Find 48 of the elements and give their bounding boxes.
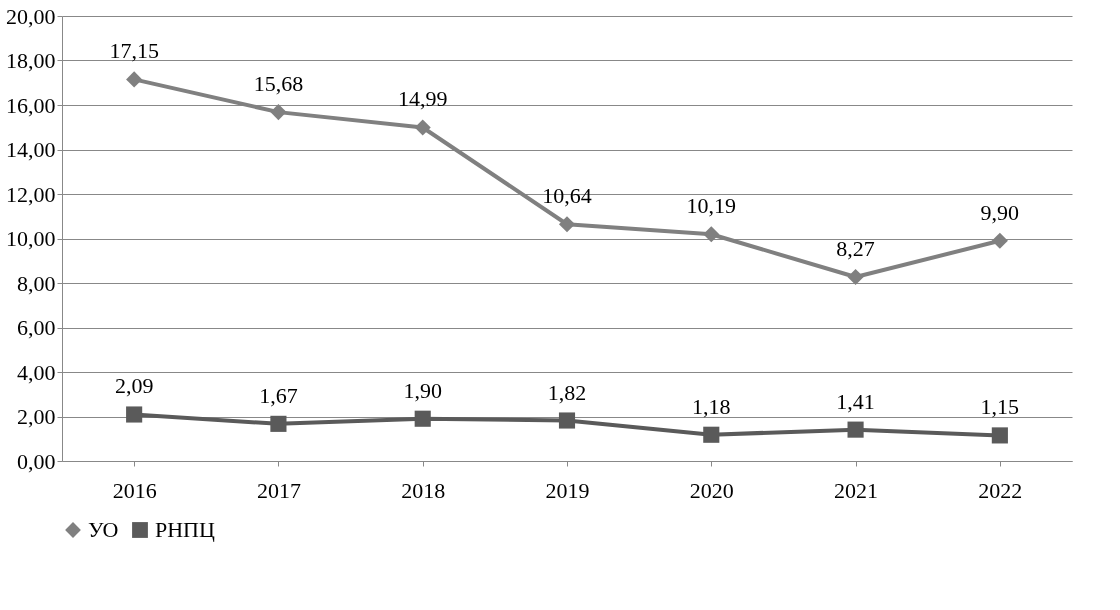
- x-tick-label: 2018: [401, 477, 446, 503]
- point: [414, 410, 431, 427]
- x-tick-label: 2017: [256, 477, 301, 503]
- data-label: 9,90: [980, 199, 1020, 225]
- y-tick-label: 10,00: [6, 226, 56, 251]
- x-tick-label: 2019: [545, 477, 590, 503]
- y-tick-label: 0,00: [17, 448, 56, 474]
- data-label: 1,67: [259, 382, 298, 408]
- point: [847, 268, 864, 286]
- y-tick-label: 8,00: [17, 270, 56, 296]
- point: [126, 71, 143, 88]
- y-tick-label: 18,00: [6, 48, 56, 73]
- y-tick-label: 14,00: [6, 137, 56, 162]
- x-tick-label: 2021: [834, 477, 879, 503]
- point: [703, 426, 720, 443]
- point: [414, 119, 431, 136]
- data-label: 15,68: [253, 71, 304, 97]
- point: [270, 104, 287, 121]
- point: [991, 427, 1008, 444]
- data-label: 10,19: [686, 193, 737, 219]
- y-tick-label: 12,00: [6, 181, 56, 207]
- y-tick-label: 16,00: [6, 92, 56, 118]
- point: [703, 226, 720, 243]
- y-tick-label: 2,00: [17, 404, 56, 429]
- point: [558, 412, 576, 429]
- x-tick-label: 2022: [978, 477, 1023, 503]
- data-label: 10,64: [542, 183, 592, 209]
- point: [126, 406, 143, 423]
- x-tick-label: 2016: [112, 477, 157, 503]
- point: [558, 216, 576, 233]
- point: [991, 232, 1008, 249]
- y-tick-label: 6,00: [17, 315, 56, 340]
- point: [847, 421, 864, 438]
- data-label: 1,15: [980, 394, 1020, 420]
- y-tick-label: 4,00: [17, 359, 56, 385]
- point: [270, 415, 287, 432]
- data-label: 2,09: [114, 373, 154, 399]
- data-label: 1,90: [403, 377, 442, 403]
- data-label: 17,15: [109, 38, 159, 64]
- data-label: 1,41: [836, 388, 875, 414]
- legend-label: УО: [88, 517, 119, 542]
- legend-label: РНПЦ: [155, 517, 216, 542]
- y-tick-label: 20,00: [6, 3, 56, 29]
- data-label: 1,82: [547, 379, 587, 405]
- data-label: 1,18: [692, 393, 731, 419]
- data-label: 14,99: [397, 86, 448, 112]
- x-tick-label: 2020: [689, 477, 734, 503]
- data-label: 8,27: [836, 235, 875, 261]
